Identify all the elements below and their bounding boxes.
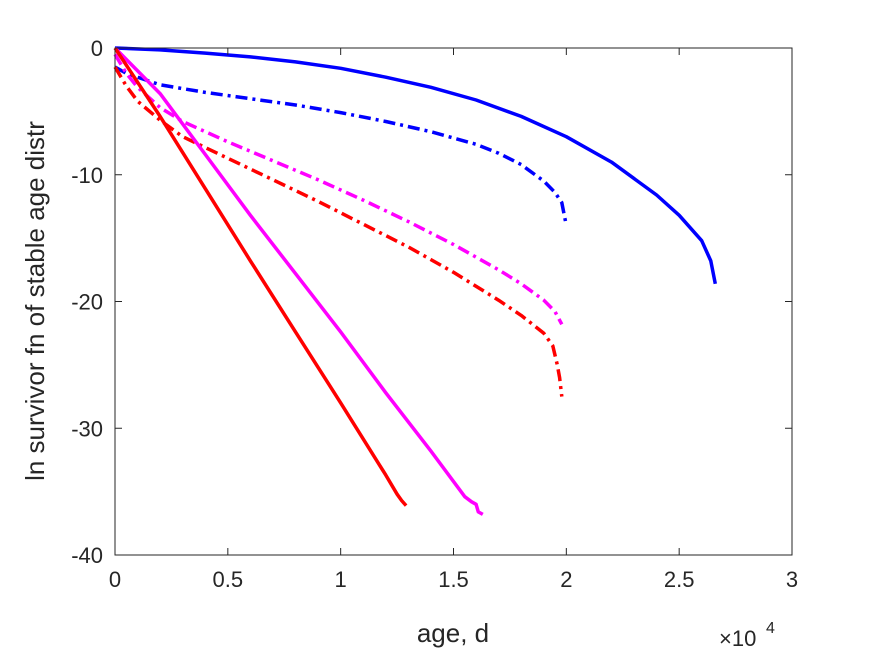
x-axis-label: age, d: [417, 618, 489, 648]
x-tick-label: 0: [109, 567, 121, 592]
x-tick-label: 3: [786, 567, 798, 592]
series-line-6: [113, 47, 408, 507]
x-tick-label: 2.5: [664, 567, 695, 592]
x-tick-label: 1.5: [438, 567, 469, 592]
plot-area: [115, 48, 792, 555]
y-tick-label: 0: [91, 36, 103, 61]
series-line-5: [113, 46, 484, 516]
x-tick-label: 1: [335, 567, 347, 592]
y-tick-label: -30: [71, 416, 103, 441]
x-axis-ticks: 0 0.5 1 1.5 2 2.5 3: [109, 48, 798, 592]
y-tick-label: -10: [71, 163, 103, 188]
x-tick-label: 2: [560, 567, 572, 592]
y-axis-ticks: 0 -10 -20 -30 -40: [71, 36, 792, 568]
series-line-4: [113, 66, 564, 397]
series-line-1: [114, 46, 718, 285]
series-layer: [113, 46, 718, 516]
x-multiplier-exponent: 4: [766, 620, 775, 637]
x-multiplier: ×10 4: [719, 620, 775, 651]
y-axis-label: ln survivor fn of stable age distr: [20, 121, 50, 481]
series-line-2: [114, 65, 569, 226]
x-multiplier-base: ×10: [719, 626, 756, 651]
x-tick-label: 0.5: [213, 567, 244, 592]
y-tick-label: -40: [71, 543, 103, 568]
y-tick-label: -20: [71, 290, 103, 315]
